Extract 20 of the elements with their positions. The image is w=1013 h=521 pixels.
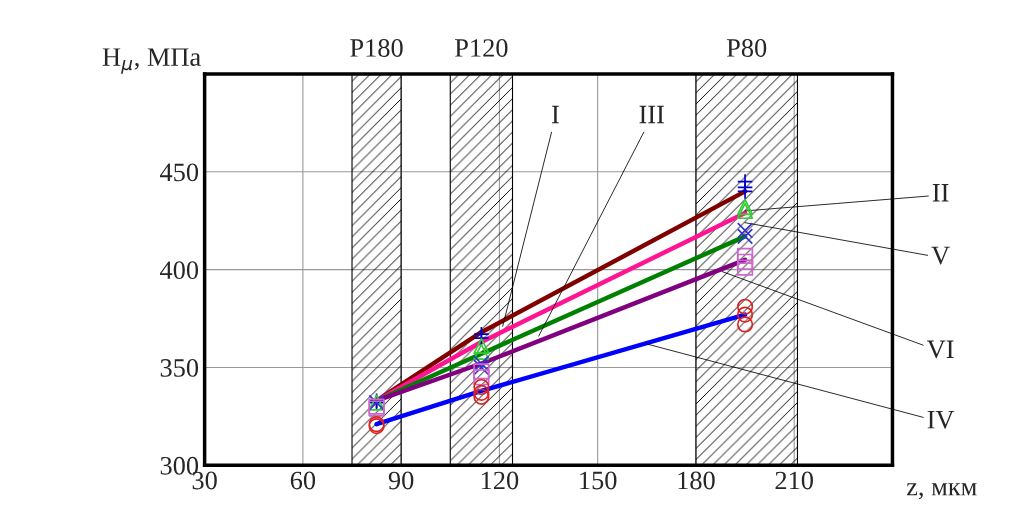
- y-axis-title: H$_{μ}$, МПа: [102, 48, 201, 74]
- x-tick-label: 90: [388, 471, 414, 490]
- band-label: P180: [350, 39, 403, 57]
- annotation: III: [639, 105, 664, 124]
- annotation: I: [551, 105, 559, 124]
- band-label: P80: [726, 39, 767, 57]
- x-tick-label: 150: [580, 471, 617, 490]
- x-tick-label: 60: [290, 471, 316, 490]
- annotation: VI: [926, 340, 954, 359]
- x-tick-label: 120: [481, 471, 519, 490]
- y-tick-label: 450: [160, 163, 199, 182]
- x-axis-title: z, мкм: [906, 483, 977, 500]
- x-tick-label: 210: [775, 471, 813, 490]
- band-label: P120: [455, 39, 508, 57]
- y-tick-label: 400: [160, 261, 199, 280]
- x-tick-label: 180: [678, 471, 715, 490]
- y-tick-label: 350: [160, 359, 199, 377]
- annotation: V: [931, 246, 950, 265]
- annotation: II: [932, 184, 949, 202]
- annotation: IV: [927, 411, 955, 429]
